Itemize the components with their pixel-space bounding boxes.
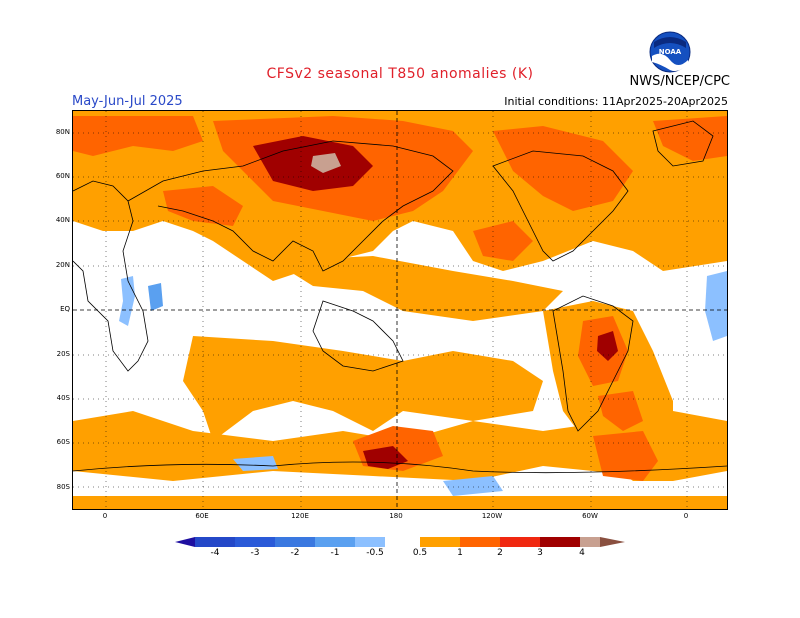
colorbar-seg-n4 [195,537,235,547]
lon-label-180: 180 [389,512,403,520]
anomaly-region-atlantic-cool [705,271,727,341]
lat-label-60n: 60N [55,172,70,180]
colorbar-seg-n05 [355,537,385,547]
colorbar-label-n4: -4 [210,548,220,558]
colorbar-seg-p2 [500,537,540,547]
initial-conditions-label: Initial conditions: 11Apr2025-20Apr2025 [504,95,728,108]
colorbar-seg-min [175,537,195,547]
lat-label-80n: 80N [55,128,70,136]
logo-text: NOAA [659,48,682,56]
anomaly-region-antarctic-orange [73,496,727,509]
colorbar-label-n2: -2 [290,548,300,558]
anomaly-map [72,110,728,510]
agency-label: NWS/NCEP/CPC [629,74,730,89]
lat-label-40s: 40S [56,394,70,402]
colorbar-label-p2: 2 [497,548,503,558]
anomaly-region-brazil-2k [597,331,618,361]
colorbar-seg-p3 [540,537,580,547]
lat-label-60s: 60S [56,438,70,446]
anomaly-region-greenland-1k [653,116,727,161]
colorbar-label-p4: 4 [579,548,585,558]
graticule [73,111,727,509]
map-canvas [73,111,727,509]
lon-label-60e: 60E [195,512,209,520]
colorbar-seg-zero [385,537,420,547]
colorbar-label-n1: -1 [330,548,340,558]
anomaly-region-arctic-west-1k [73,116,203,156]
lon-label-120e: 120E [291,512,309,520]
colorbar-seg-p05 [420,537,460,547]
lat-label-20n: 20N [55,261,70,269]
colorbar-label-p3: 3 [537,548,543,558]
lat-label-80s: 80S [56,483,70,491]
equator-dateline [73,111,727,509]
anomaly-region-east-africa-cool [119,276,135,326]
anomaly-region-siberia-3k [311,153,341,173]
anomaly-region-north-america-1k [493,126,633,211]
colorbar-seg-n3 [235,537,275,547]
anomaly-region-south-atlantic-1k [598,391,643,431]
colorbar-seg-p1 [460,537,500,547]
anomaly-region-north-pacific-1k [473,221,533,261]
colorbar-seg-max [600,537,625,547]
colorbar-label-p05: 0.5 [412,548,428,558]
anomaly-region-antarctic-cool-2 [443,476,503,496]
lat-label-40n: 40N [55,216,70,224]
lon-label-0: 0 [102,512,108,520]
anomaly-region-tropical-pacific [273,256,563,321]
colorbar-label-n05: -0.5 [366,548,384,558]
anomaly-region-east-africa-cooler [148,283,163,311]
lon-label-120w: 120W [481,512,503,520]
map-title: CFSv2 seasonal T850 anomalies (K) [266,66,534,82]
anomaly-region-southern-orange [183,336,543,441]
anomaly-region-antarctic-cool-1 [233,456,278,471]
anomaly-region-weddell-1k [593,431,658,481]
lat-label-20s: 20S [56,350,70,358]
noaa-logo-icon: NOAA [649,31,691,73]
colorbar-seg-n1 [315,537,355,547]
lat-label-eq: EQ [60,305,70,313]
lon-label-0-east: 0 [683,512,689,520]
lon-label-60w: 60W [582,512,598,520]
colorbar-seg-p4 [580,537,600,547]
season-label: May-Jun-Jul 2025 [72,94,183,109]
colorbar-seg-n2 [275,537,315,547]
colorbar [175,537,625,547]
colorbar-label-p1: 1 [457,548,463,558]
colorbar-label-n3: -3 [250,548,260,558]
